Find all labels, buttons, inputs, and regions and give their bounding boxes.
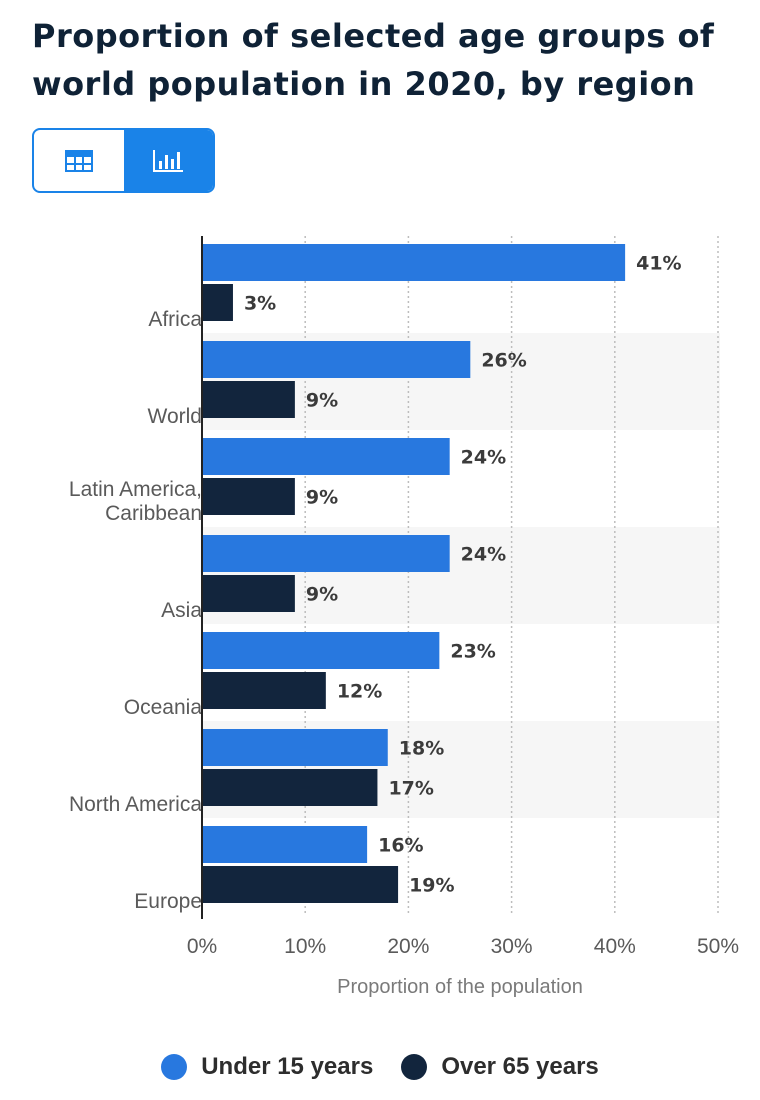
bar-over65-0 (202, 284, 233, 321)
bar-over65-6 (202, 866, 399, 903)
value-label-1-5: 17% (388, 778, 433, 800)
x-axis-title: Proportion of the population (337, 976, 583, 998)
category-label-3: Asia (161, 599, 202, 622)
value-label-1-0: 3% (244, 293, 276, 315)
view-toggle (32, 128, 215, 193)
legend-dot-over-65 (401, 1054, 428, 1080)
value-label-1-4: 12% (337, 681, 382, 703)
value-label-0-0: 41% (636, 253, 681, 275)
legend-item-over-65[interactable]: Over 65 years (401, 1053, 599, 1081)
value-label-1-1: 9% (306, 390, 338, 412)
category-label-5: North America (69, 793, 202, 816)
x-tick-label-40: 40% (594, 935, 636, 958)
category-label-2-0: Latin America, (69, 478, 202, 501)
legend-item-under-15[interactable]: Under 15 years (161, 1053, 373, 1081)
legend-label-under-15: Under 15 years (201, 1053, 374, 1080)
value-label-1-6: 19% (409, 875, 454, 897)
category-label-0: Africa (148, 308, 202, 331)
value-label-1-3: 9% (306, 584, 338, 606)
bar-over65-2 (202, 478, 295, 515)
bar-under15-2 (202, 438, 450, 475)
bar-under15-3 (202, 535, 450, 572)
bar-over65-5 (202, 769, 378, 806)
bar-under15-6 (202, 826, 368, 863)
bar-under15-1 (202, 341, 471, 378)
bar-over65-3 (202, 575, 295, 612)
bar-under15-5 (202, 729, 388, 766)
value-label-0-5: 18% (399, 738, 444, 760)
legend: Under 15 years Over 65 years (0, 1044, 760, 1090)
x-tick-label-30: 30% (491, 935, 533, 958)
category-label-4: Oceania (124, 696, 203, 719)
bar-chart: 41% 3% 26% 9% 24% 9% 24% 9% 23% 12% 18% 17% 16% 19% Af… (69, 236, 739, 998)
table-icon (64, 149, 93, 172)
value-label-0-2: 24% (461, 447, 506, 469)
bar-over65-4 (202, 672, 326, 709)
x-tick-label-20: 20% (387, 935, 429, 958)
x-tick-label-50: 50% (697, 935, 739, 958)
category-label-1: World (148, 405, 202, 428)
legend-dot-under-15 (161, 1054, 188, 1080)
chart-view-button[interactable] (123, 130, 213, 191)
bar-over65-1 (202, 381, 295, 418)
chart-title: Proportion of selected age groups of wor… (32, 17, 715, 103)
category-label-2-1: Caribbean (105, 502, 202, 525)
bar-under15-0 (202, 244, 626, 281)
legend-label-over-65: Over 65 years (441, 1053, 599, 1080)
value-label-0-1: 26% (481, 350, 526, 372)
category-label-6: Europe (134, 890, 202, 913)
x-tick-label-10: 10% (284, 935, 326, 958)
bar-under15-4 (202, 632, 440, 669)
value-label-0-4: 23% (450, 641, 495, 663)
x-tick-label-0: 0% (187, 935, 217, 958)
table-view-button[interactable] (34, 130, 124, 191)
value-label-0-3: 24% (461, 544, 506, 566)
value-label-0-6: 16% (378, 835, 423, 857)
bar-chart-icon (153, 149, 184, 172)
value-label-1-2: 9% (306, 487, 338, 509)
